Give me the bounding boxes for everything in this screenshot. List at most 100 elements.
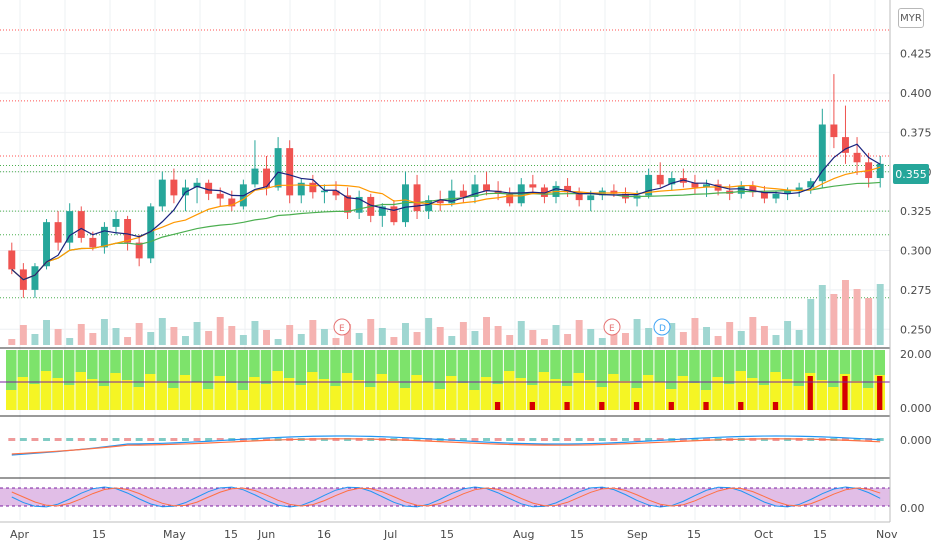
macd-histogram-bar xyxy=(425,438,433,441)
indicator-bar-yellow xyxy=(793,386,804,410)
volume-bar xyxy=(100,319,108,345)
candle-body xyxy=(332,190,340,196)
candle-body xyxy=(263,168,270,188)
macd-histogram-bar xyxy=(158,438,166,441)
volume-bar xyxy=(703,327,710,345)
volume-bar xyxy=(540,339,548,345)
indicator-tick-label: 0.000 xyxy=(900,402,932,415)
indicator-bar-yellow xyxy=(781,379,793,410)
volume-bar xyxy=(239,335,247,345)
candle-body xyxy=(656,174,664,185)
indicator-bar-red xyxy=(564,402,570,410)
macd-histogram-bar xyxy=(413,438,421,441)
macd-histogram-bar xyxy=(89,438,97,441)
indicator-bar-red xyxy=(529,402,535,410)
indicator-bar-yellow xyxy=(411,375,422,410)
volume-bar xyxy=(795,330,803,345)
indicator-bar-green xyxy=(631,350,642,410)
volume-bar xyxy=(726,322,734,345)
macd-histogram-bar xyxy=(610,438,618,441)
candle-body xyxy=(830,124,838,138)
indicator-bar-green xyxy=(156,350,168,410)
currency-badge[interactable]: MYR xyxy=(898,8,924,28)
indicator-bar-green xyxy=(191,350,202,410)
macd-histogram-bar xyxy=(494,438,502,441)
indicator-bar-yellow xyxy=(63,385,75,410)
indicator-bar-green xyxy=(434,350,445,410)
event-marker xyxy=(653,318,671,336)
indicator-bar-green xyxy=(133,350,144,410)
indicator-bar-yellow xyxy=(422,382,434,410)
indicator-bar-yellow xyxy=(260,384,272,410)
indicator-bar-green xyxy=(6,350,17,410)
volume-bar xyxy=(402,323,409,345)
candle-body xyxy=(251,168,259,185)
date-tick-label: Nov xyxy=(876,528,898,541)
candle-body xyxy=(575,192,583,201)
indicator-bar-red xyxy=(633,402,640,410)
macd-histogram-bar xyxy=(54,438,62,441)
event-marker-label: D xyxy=(659,324,666,334)
date-tick-label: 15 xyxy=(570,528,584,541)
volume-bar xyxy=(668,323,676,345)
candle-body xyxy=(784,190,792,194)
macd-histogram-bar xyxy=(772,438,780,441)
indicator-bar-yellow xyxy=(851,381,862,410)
volume-bar xyxy=(193,322,201,345)
indicator-bar-yellow xyxy=(98,386,110,410)
indicator-bar-yellow xyxy=(110,373,121,410)
candle-body xyxy=(703,184,710,188)
indicator-bar-yellow xyxy=(399,388,411,410)
indicator-bar-green xyxy=(561,350,573,410)
indicator-bar-green xyxy=(422,350,434,410)
macd-histogram-bar xyxy=(66,438,74,441)
macd-histogram-bar xyxy=(19,438,27,441)
volume-bar xyxy=(448,336,456,345)
candle-body xyxy=(425,200,433,212)
indicator-bar-green xyxy=(758,350,770,410)
candle-body xyxy=(471,184,479,197)
indicator-bar-yellow xyxy=(654,382,665,410)
stoch-d-line xyxy=(11,487,881,507)
macd-histogram-bar xyxy=(483,438,490,441)
volume-bar xyxy=(853,289,861,345)
volume-bar xyxy=(413,332,421,345)
indicator-bar-yellow xyxy=(249,377,260,410)
volume-bar xyxy=(436,327,444,345)
volume-bar xyxy=(124,337,132,345)
volume-bar xyxy=(216,317,224,345)
macd-histogram-bar xyxy=(100,438,108,441)
candle-body xyxy=(494,190,502,194)
indicator-bar-yellow xyxy=(457,383,469,410)
indicator-bar-yellow xyxy=(87,379,98,410)
volume-bar xyxy=(228,326,236,345)
volume-bar xyxy=(344,324,352,345)
price-tick-label: 0.400 xyxy=(900,87,932,100)
indicator-bar-yellow xyxy=(816,380,828,410)
macd-histogram-bar xyxy=(656,438,664,441)
macd-histogram-bar xyxy=(471,438,479,441)
candle-body xyxy=(483,184,490,191)
macd-histogram-bar xyxy=(402,438,409,441)
stoch-tick-label: 0.00 xyxy=(900,502,925,515)
volume-bar xyxy=(691,318,699,345)
indicator-bar-green xyxy=(399,350,411,410)
candle-body xyxy=(309,182,317,193)
candle-body xyxy=(772,193,780,199)
indicator-bar-yellow xyxy=(747,378,758,410)
date-tick-label: Aug xyxy=(513,528,534,541)
candle-body xyxy=(170,179,178,196)
indicator-bar-yellow xyxy=(712,377,723,410)
macd-histogram-bar xyxy=(216,438,224,441)
indicator-bar-yellow xyxy=(237,390,249,410)
macd-histogram-bar xyxy=(552,438,560,441)
candle-body xyxy=(8,250,16,270)
volume-bar xyxy=(31,334,39,345)
indicator-bar-green xyxy=(226,350,237,410)
indicator-tick-label: 20.000 xyxy=(900,348,932,361)
candle-body xyxy=(818,124,826,182)
indicator-bar-yellow xyxy=(596,387,608,410)
indicator-bar-yellow xyxy=(272,371,283,410)
